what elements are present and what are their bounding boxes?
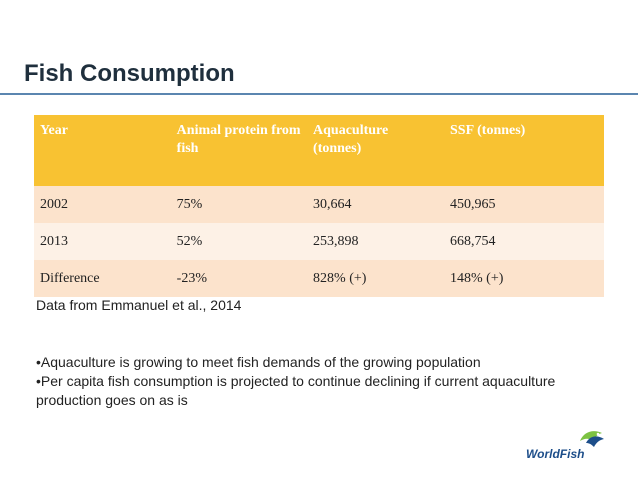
fish-consumption-table: Year Animal protein from fish Aquacultur… — [34, 115, 604, 297]
table-cell: 828% (+) — [307, 260, 445, 297]
table-cell: 30,664 — [307, 186, 445, 223]
header-ssf: SSF (tonnes) — [444, 115, 604, 186]
slide-title: Fish Consumption — [24, 60, 235, 87]
header-animal-protein: Animal protein from fish — [170, 115, 308, 186]
bullet-list: •Aquaculture is growing to meet fish dem… — [36, 353, 596, 410]
fish-logo-icon — [580, 431, 604, 447]
table-row: 2013 52% 253,898 668,754 — [34, 223, 604, 260]
table-cell: 75% — [170, 186, 308, 223]
table-row: Difference -23% 828% (+) 148% (+) — [34, 260, 604, 297]
table-cell: 52% — [170, 223, 308, 260]
worldfish-logo: WorldFish — [526, 425, 610, 465]
table-cell: 668,754 — [444, 223, 604, 260]
header-aquaculture: Aquaculture (tonnes) — [307, 115, 445, 186]
bullet-item: •Per capita fish consumption is projecte… — [36, 373, 556, 408]
table-cell: 253,898 — [307, 223, 445, 260]
title-divider — [0, 93, 638, 95]
table-cell: 2002 — [34, 186, 171, 223]
table-cell: -23% — [170, 260, 308, 297]
table-header-row: Year Animal protein from fish Aquacultur… — [34, 115, 604, 186]
logo-text: WorldFish — [526, 447, 585, 461]
table-row: 2002 75% 30,664 450,965 — [34, 186, 604, 223]
table-cell: 450,965 — [444, 186, 604, 223]
bullet-item: •Aquaculture is growing to meet fish dem… — [36, 354, 481, 370]
header-year: Year — [34, 115, 171, 186]
source-note: Data from Emmanuel et al., 2014 — [36, 297, 242, 313]
table-cell: 2013 — [34, 223, 171, 260]
table-cell: 148% (+) — [444, 260, 604, 297]
table-cell: Difference — [34, 260, 171, 297]
